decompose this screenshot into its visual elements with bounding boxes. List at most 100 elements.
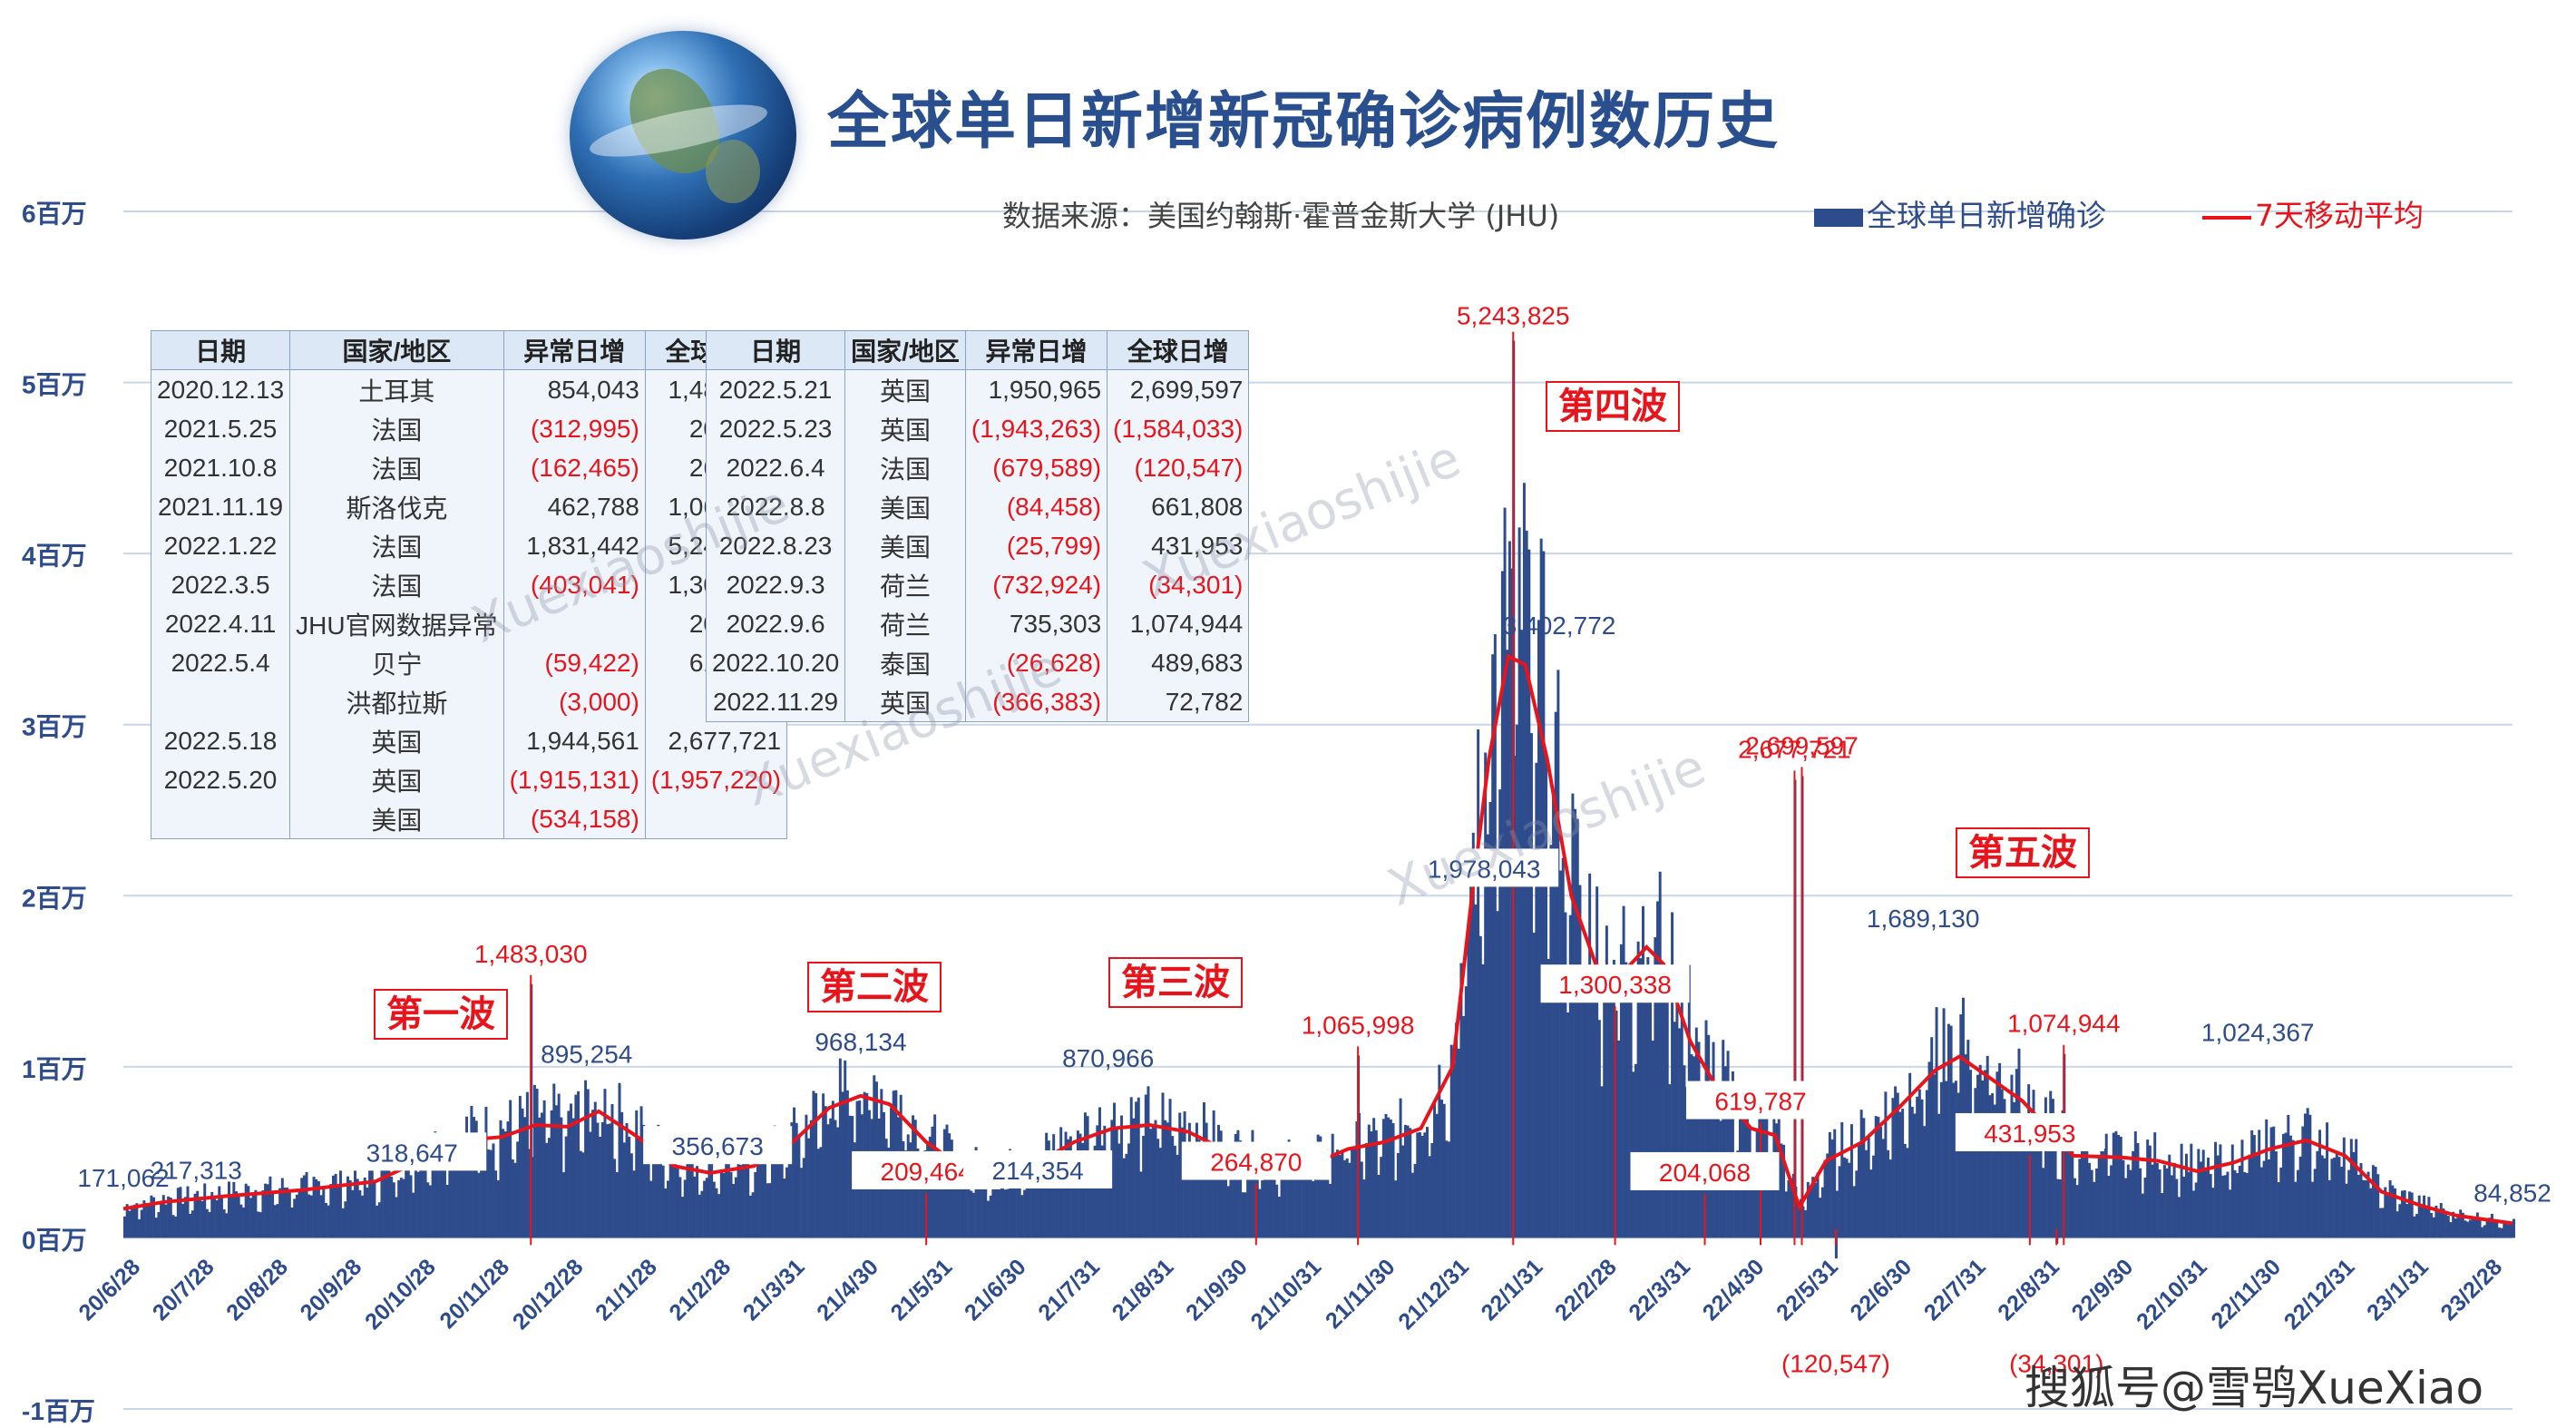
bar — [1675, 983, 1679, 1238]
bar — [615, 1171, 619, 1238]
bar — [2468, 1219, 2472, 1238]
bar — [647, 1158, 650, 1238]
bar — [727, 1162, 730, 1238]
bar — [1945, 1081, 1948, 1238]
bar — [2452, 1211, 2455, 1238]
data-label-box — [1181, 1141, 1331, 1180]
bar — [1409, 1128, 1412, 1238]
x-tick-label: 22/3/31 — [1624, 1254, 1695, 1325]
bar — [1462, 1016, 1466, 1238]
bar — [183, 1197, 187, 1238]
bar — [659, 1141, 662, 1238]
bar — [586, 1089, 590, 1238]
cell-global: (34,301) — [1107, 565, 1250, 604]
x-tick-label: 22/7/31 — [1919, 1254, 1991, 1325]
bar — [1549, 845, 1553, 1238]
bar — [1287, 1139, 1291, 1238]
bar — [2190, 1143, 2193, 1238]
bar — [338, 1167, 342, 1238]
bar — [1835, 1190, 1839, 1238]
bar — [2340, 1167, 2344, 1238]
bar — [902, 1140, 905, 1238]
cell-date: 2022.8.23 — [705, 526, 846, 565]
bar — [1158, 1148, 1162, 1238]
data-label-box — [1540, 964, 1690, 1003]
bar — [667, 1180, 669, 1238]
bar — [2403, 1189, 2406, 1238]
bar — [2420, 1205, 2424, 1238]
bar — [2083, 1130, 2086, 1238]
data-label-box — [337, 1132, 487, 1171]
cell-country: 美国 — [844, 487, 966, 526]
bar — [2180, 1143, 2183, 1238]
bar — [935, 1159, 939, 1238]
bar — [1423, 1132, 1427, 1238]
bar — [610, 1104, 614, 1238]
bar — [506, 1121, 510, 1238]
bar — [1811, 1177, 1815, 1238]
bar — [496, 1180, 500, 1238]
cell-date: 2021.10.8 — [150, 448, 291, 487]
bar — [2075, 1185, 2079, 1238]
bar — [654, 1144, 658, 1238]
bar — [1799, 1198, 1802, 1238]
table-row: 2022.3.5法国(403,041)1,300,338 — [150, 565, 788, 604]
cell-country: 法国 — [289, 448, 504, 487]
bar — [1381, 1119, 1385, 1238]
bar — [2474, 1218, 2477, 1238]
bar — [142, 1200, 146, 1238]
bar — [2500, 1227, 2503, 1238]
cell-anomaly: (3,000) — [503, 682, 646, 721]
bar — [271, 1191, 275, 1238]
bar — [955, 1170, 959, 1238]
bar — [1826, 1153, 1830, 1238]
bar — [212, 1196, 216, 1238]
bar — [2071, 1130, 2074, 1238]
bar — [967, 1157, 971, 1238]
bar — [1736, 1150, 1740, 1238]
y-tick-label: 5百万 — [22, 371, 87, 399]
bar — [1496, 911, 1499, 1238]
bar — [1683, 1065, 1686, 1238]
bar — [2119, 1136, 2122, 1238]
bar — [599, 1136, 602, 1238]
bar — [1440, 1100, 1444, 1238]
x-tick-label: 22/9/30 — [2067, 1254, 2139, 1325]
bar — [1603, 983, 1606, 1238]
bar — [1532, 932, 1536, 1238]
bar — [1161, 1092, 1165, 1238]
bar — [1028, 1164, 1031, 1238]
bar — [2025, 1122, 2028, 1238]
bar — [2371, 1165, 2375, 1238]
data-label-box — [1410, 848, 1559, 887]
bar — [319, 1195, 323, 1238]
bar — [276, 1204, 279, 1238]
bar — [1474, 905, 1478, 1238]
bar — [1891, 1098, 1895, 1238]
bar — [1168, 1099, 1172, 1238]
bar — [1974, 1088, 1977, 1238]
bar — [2124, 1178, 2128, 1238]
data-label-box — [1955, 1112, 2104, 1151]
bar — [938, 1183, 942, 1238]
bar — [2432, 1217, 2435, 1238]
data-label: 870,966 — [1062, 1044, 1154, 1072]
bar — [1336, 1149, 1340, 1238]
bar — [960, 1165, 963, 1238]
bar — [909, 1142, 912, 1238]
bar — [1438, 1064, 1441, 1238]
bar — [2162, 1165, 2166, 1238]
bar — [1142, 1135, 1146, 1238]
bar — [853, 1142, 856, 1238]
bar — [1113, 1102, 1117, 1238]
data-label: 1,689,130 — [1867, 905, 1980, 933]
legend-line: 7天移动平均 — [2202, 191, 2424, 235]
bar — [574, 1094, 578, 1238]
bar — [1217, 1124, 1220, 1238]
legend-bars-label: 全球单日新增确诊 — [1867, 198, 2106, 233]
bar — [2010, 1074, 2014, 1238]
bar — [2267, 1159, 2270, 1238]
bar — [1917, 1089, 1921, 1238]
bar — [1622, 905, 1625, 1238]
bar — [1331, 1133, 1334, 1238]
